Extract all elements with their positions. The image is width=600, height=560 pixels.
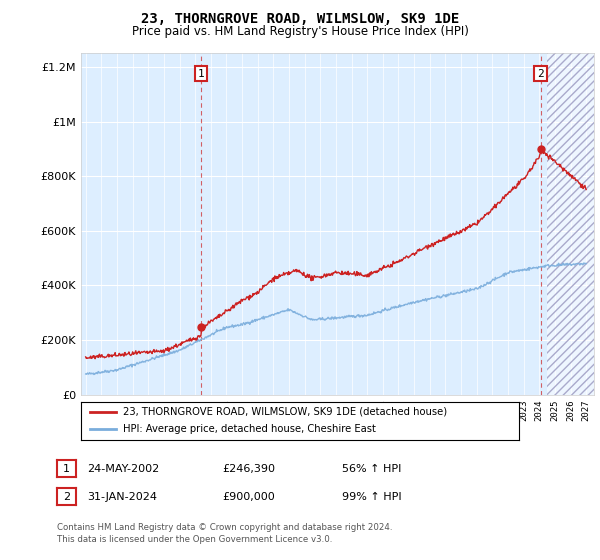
Text: 31-JAN-2024: 31-JAN-2024 (87, 492, 157, 502)
Text: 99% ↑ HPI: 99% ↑ HPI (342, 492, 401, 502)
Text: £246,390: £246,390 (222, 464, 275, 474)
Text: HPI: Average price, detached house, Cheshire East: HPI: Average price, detached house, Ches… (122, 424, 376, 435)
Text: 23, THORNGROVE ROAD, WILMSLOW, SK9 1DE: 23, THORNGROVE ROAD, WILMSLOW, SK9 1DE (141, 12, 459, 26)
Text: 2: 2 (537, 69, 544, 79)
Bar (547, 53, 594, 395)
Text: 2: 2 (63, 492, 70, 502)
Text: 1: 1 (198, 69, 205, 79)
Bar (547, 53, 594, 395)
Text: Contains HM Land Registry data © Crown copyright and database right 2024.
This d: Contains HM Land Registry data © Crown c… (57, 522, 392, 544)
Text: £900,000: £900,000 (222, 492, 275, 502)
Text: Price paid vs. HM Land Registry's House Price Index (HPI): Price paid vs. HM Land Registry's House … (131, 25, 469, 38)
Text: 24-MAY-2002: 24-MAY-2002 (87, 464, 159, 474)
Text: 56% ↑ HPI: 56% ↑ HPI (342, 464, 401, 474)
Text: 23, THORNGROVE ROAD, WILMSLOW, SK9 1DE (detached house): 23, THORNGROVE ROAD, WILMSLOW, SK9 1DE (… (122, 407, 447, 417)
Text: 1: 1 (63, 464, 70, 474)
